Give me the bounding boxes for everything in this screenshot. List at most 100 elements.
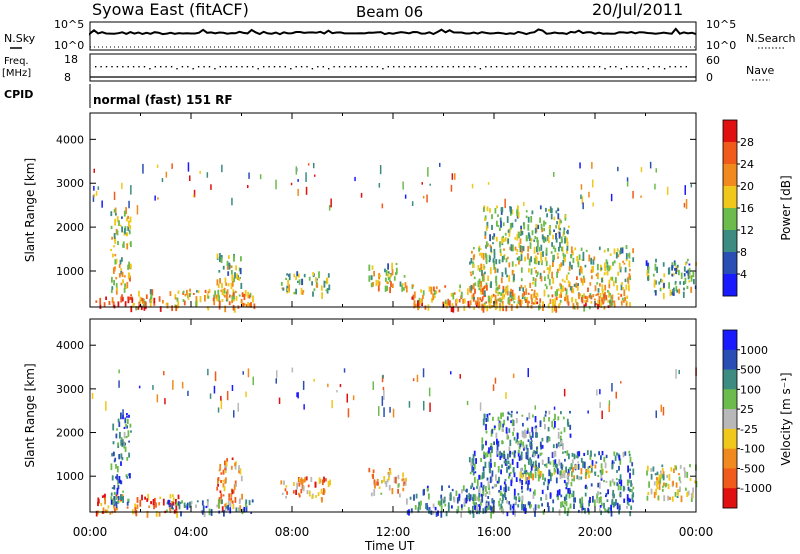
x-tick-label: 00:00 bbox=[73, 525, 108, 539]
nsky-label: N.Sky bbox=[4, 32, 36, 45]
nsky-tick-top: 10^5 bbox=[54, 18, 84, 31]
colorbar-tick: 12 bbox=[740, 224, 754, 237]
freq-tick-top: 18 bbox=[64, 53, 78, 66]
x-tick-label: 20:00 bbox=[578, 525, 613, 539]
echo-cells bbox=[92, 161, 697, 313]
echo-region bbox=[481, 410, 572, 460]
colorbar-label: Power [dB] bbox=[779, 175, 793, 240]
colorbar-segment bbox=[723, 488, 737, 509]
freq-frame bbox=[89, 53, 697, 82]
x-tick-label: 00:00 bbox=[679, 525, 714, 539]
colorbar-segment bbox=[723, 448, 737, 469]
echo-region bbox=[280, 476, 331, 503]
colorbar-tick: -1000 bbox=[740, 482, 772, 495]
colorbar-segment bbox=[723, 186, 737, 209]
colorbar-segment bbox=[723, 252, 737, 275]
freq-panel: Freq. [MHz] 18 8 60 0 Nave bbox=[2, 53, 774, 84]
cpid-label: CPID bbox=[4, 88, 33, 101]
echo-region bbox=[368, 467, 407, 498]
colorbar-tick: -500 bbox=[740, 462, 765, 475]
colorbar-tick: -100 bbox=[740, 443, 765, 456]
scatter-echoes bbox=[92, 161, 693, 215]
colorbar-segment bbox=[723, 274, 737, 297]
echo-region bbox=[405, 284, 508, 313]
echo-region bbox=[646, 464, 698, 503]
nsearch-tick-top: 10^5 bbox=[706, 18, 736, 31]
freq-label: Freq. bbox=[4, 56, 29, 67]
x-tick-label: 16:00 bbox=[477, 525, 512, 539]
scatter-echoes bbox=[91, 367, 697, 419]
colorbar-label: Velocity [m s⁻¹] bbox=[779, 372, 793, 465]
echo-cells bbox=[91, 367, 698, 519]
y-tick-label: 2000 bbox=[56, 427, 84, 440]
echo-region bbox=[110, 207, 132, 303]
echo-region bbox=[280, 271, 331, 299]
nsky-frame bbox=[89, 21, 697, 51]
heatmap-frame bbox=[89, 112, 697, 308]
colorbar-tick: 24 bbox=[740, 158, 754, 171]
nave-tick-top: 60 bbox=[706, 54, 720, 67]
nsearch-label: N.Search bbox=[746, 32, 796, 45]
y-axis-label: Slant Range [km] bbox=[23, 158, 37, 262]
colorbar-segment bbox=[723, 230, 737, 253]
colorbar-segment bbox=[723, 164, 737, 187]
echo-region bbox=[132, 288, 256, 313]
nsky-tick-bottom: 10^0 bbox=[54, 39, 84, 52]
y-tick-label: 3000 bbox=[56, 177, 84, 190]
colorbar-segment bbox=[723, 349, 737, 370]
y-tick-label: 4000 bbox=[56, 133, 84, 146]
colorbar-segment bbox=[723, 409, 737, 430]
colorbar-tick: 100 bbox=[740, 383, 761, 396]
colorbar-tick: 25 bbox=[740, 403, 754, 416]
y-tick-label: 1000 bbox=[56, 470, 84, 483]
echo-region bbox=[216, 253, 243, 307]
velocity-panel: 1000 2000 3000 4000 Slant Range [km] bbox=[23, 318, 698, 519]
colorbar-tick: 20 bbox=[740, 180, 754, 193]
x-axis-label: Time UT bbox=[364, 539, 415, 553]
freq-trace bbox=[90, 66, 696, 78]
beam-title: Beam 06 bbox=[356, 3, 423, 21]
colorbar-segment bbox=[723, 369, 737, 390]
colorbar-tick: 28 bbox=[740, 136, 754, 149]
colorbar-segment bbox=[723, 330, 737, 351]
y-tick-label: 2000 bbox=[56, 221, 84, 234]
nave-label: Nave bbox=[746, 64, 774, 77]
nave-tick-bottom: 0 bbox=[706, 71, 713, 84]
colorbar-tick: -25 bbox=[740, 423, 758, 436]
colorbar-segment bbox=[723, 142, 737, 165]
echo-region bbox=[519, 463, 608, 482]
echo-region bbox=[368, 262, 407, 294]
colorbar-tick: 8 bbox=[740, 246, 747, 259]
nsky-trace bbox=[89, 27, 697, 48]
cpid-text: normal (fast) 151 RF bbox=[93, 93, 233, 107]
echo-region bbox=[110, 412, 132, 508]
nsearch-tick-bottom: 10^0 bbox=[706, 39, 736, 52]
colorbar-tick: 500 bbox=[740, 364, 761, 377]
echo-region bbox=[645, 258, 697, 300]
y-axis-label: Slant Range [km] bbox=[23, 363, 37, 467]
colorbar-tick: 4 bbox=[740, 268, 747, 281]
power-colorbar: 4 8 12 16 20 24 28 Power [dB] bbox=[722, 119, 793, 297]
x-tick-label: 08:00 bbox=[275, 525, 310, 539]
time-axis: 00:00 04:00 08:00 12:00 16:00 20:00 00:00 bbox=[73, 525, 714, 539]
colorbar-segment bbox=[723, 120, 737, 143]
colorbar-tick: 16 bbox=[740, 202, 754, 215]
colorbar-segment bbox=[723, 468, 737, 489]
echo-region bbox=[95, 493, 180, 518]
echo-region bbox=[216, 457, 243, 512]
freq-tick-bottom: 8 bbox=[64, 71, 71, 84]
x-tick-label: 12:00 bbox=[376, 525, 411, 539]
echo-region bbox=[483, 205, 570, 253]
y-tick-label: 4000 bbox=[56, 339, 84, 352]
y-tick-label: 3000 bbox=[56, 383, 84, 396]
colorbar-segment bbox=[723, 208, 737, 231]
colorbar-segment bbox=[723, 428, 737, 449]
nsky-panel: N.Sky 10^5 10^0 10^5 10^0 N.Search bbox=[4, 18, 796, 52]
power-panel: 1000 2000 3000 4000 Slant Range [km] bbox=[23, 112, 697, 313]
y-tick-label: 1000 bbox=[56, 265, 84, 278]
velocity-colorbar: 1000 500 100 25 -25 -100 -500 -1000 Velocity [m … bbox=[722, 329, 793, 509]
date-title: 20/Jul/2011 bbox=[592, 0, 683, 19]
x-tick-label: 04:00 bbox=[174, 525, 209, 539]
station-title: Syowa East (fitACF) bbox=[92, 0, 249, 19]
